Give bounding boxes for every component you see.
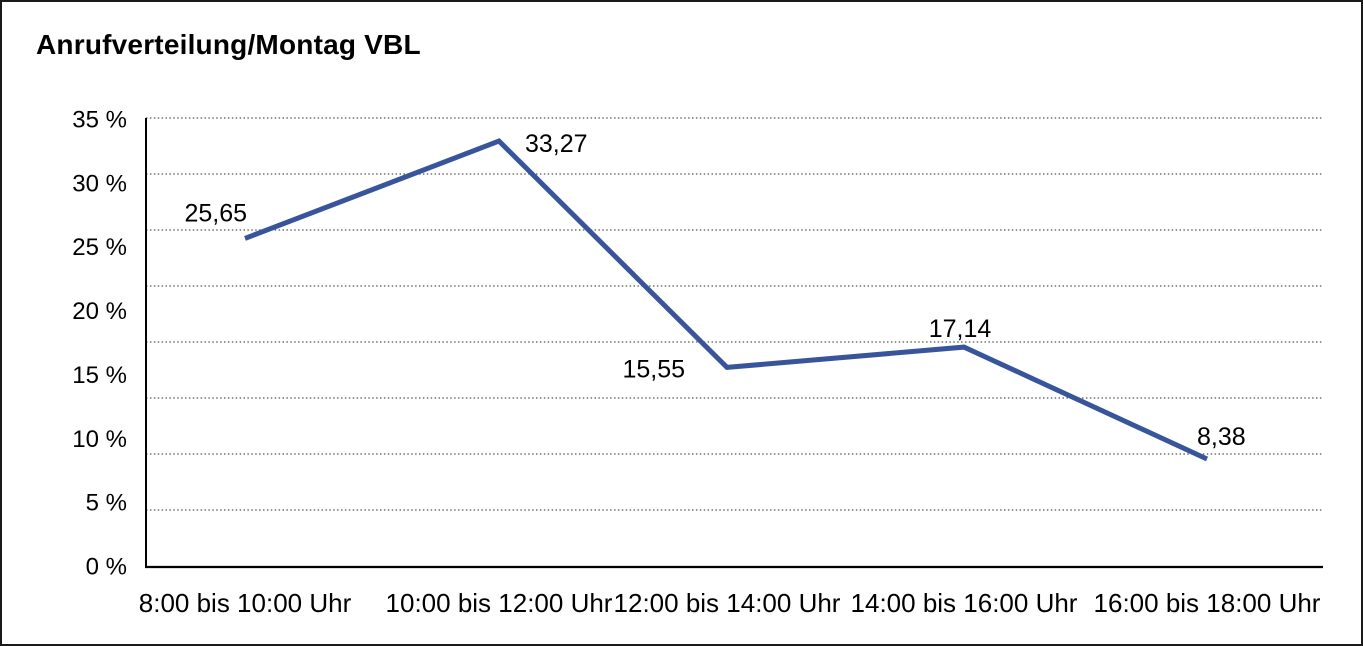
x-tick-label: 14:00 bis 16:00 Uhr bbox=[851, 588, 1078, 618]
x-tick-label: 10:00 bis 12:00 Uhr bbox=[386, 588, 613, 618]
y-tick-label: 10 % bbox=[72, 426, 127, 453]
data-label: 17,14 bbox=[929, 315, 992, 343]
y-tick-label: 20 % bbox=[72, 298, 127, 325]
data-line bbox=[244, 138, 1209, 462]
y-tick-label: 0 % bbox=[86, 554, 127, 581]
y-tick-label: 35 % bbox=[72, 107, 127, 134]
y-tick-label: 5 % bbox=[86, 490, 127, 517]
y-tick-label: 15 % bbox=[72, 362, 127, 389]
data-label: 25,65 bbox=[184, 199, 247, 227]
x-tick-label: 12:00 bis 14:00 Uhr bbox=[614, 588, 841, 618]
x-tick-label: 8:00 bis 10:00 Uhr bbox=[139, 588, 352, 618]
chart-title: Anrufverteilung/Montag VBL bbox=[36, 29, 421, 60]
x-tick-label: 16:00 bis 18:00 Uhr bbox=[1094, 588, 1321, 618]
data-label: 8,38 bbox=[1197, 423, 1246, 451]
y-tick-label: 30 % bbox=[72, 170, 127, 197]
data-label: 33,27 bbox=[525, 130, 588, 158]
y-tick-label: 25 % bbox=[72, 234, 127, 261]
data-label: 15,55 bbox=[622, 355, 685, 383]
